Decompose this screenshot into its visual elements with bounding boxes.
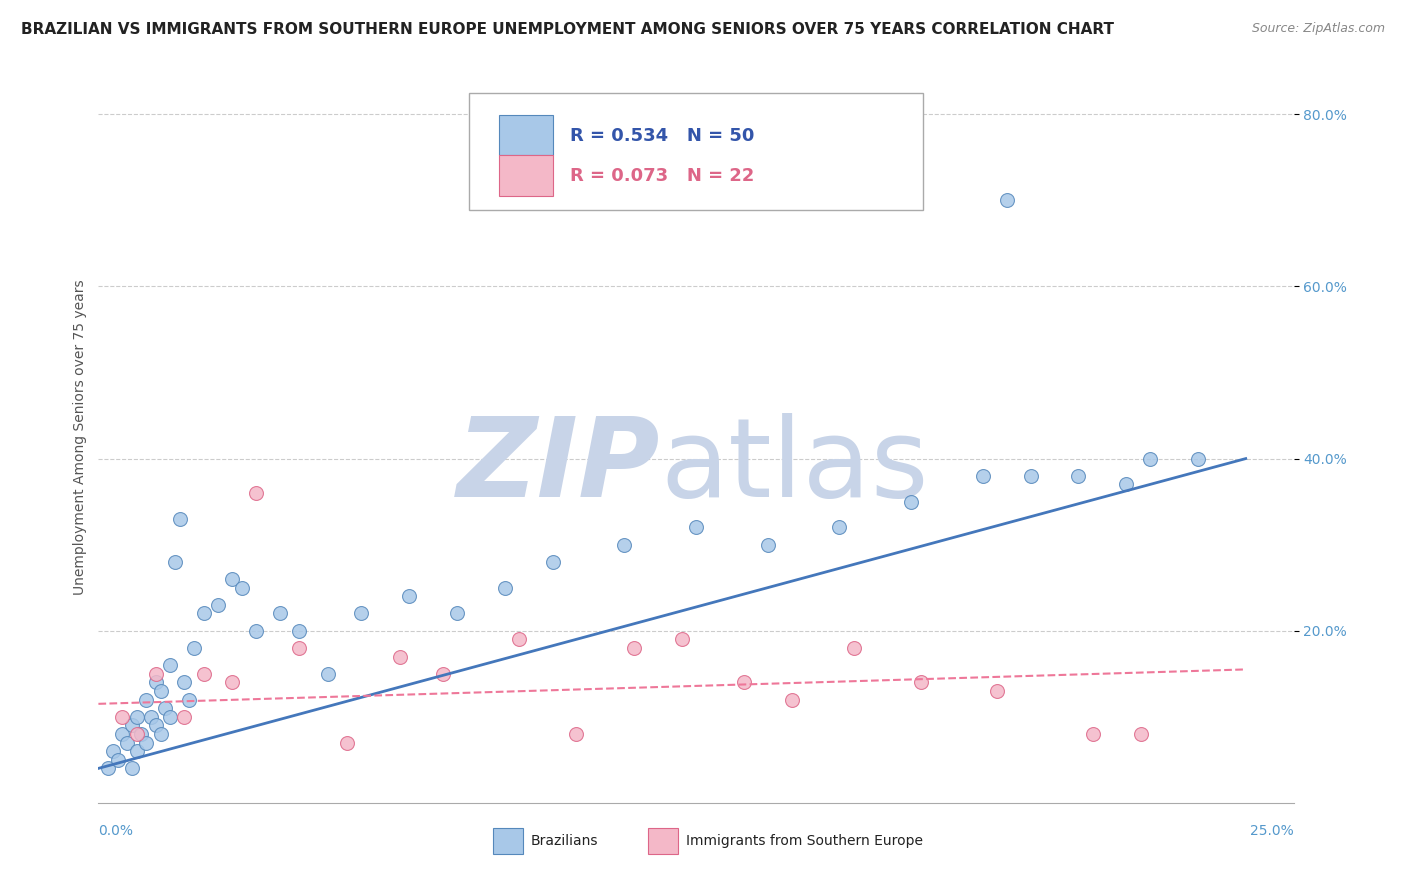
Text: Brazilians: Brazilians: [531, 834, 599, 847]
Point: [135, 692, 157, 706]
Point: [671, 632, 693, 647]
Point: [541, 555, 564, 569]
Point: [121, 761, 143, 775]
Point: [131, 727, 153, 741]
Point: [565, 727, 588, 741]
Point: [316, 666, 339, 681]
Point: [1129, 727, 1152, 741]
FancyBboxPatch shape: [494, 829, 523, 854]
Point: [1081, 727, 1104, 741]
Point: [159, 710, 181, 724]
Point: [388, 649, 411, 664]
Point: [145, 718, 167, 732]
Point: [288, 624, 311, 638]
Text: Immigrants from Southern Europe: Immigrants from Southern Europe: [686, 834, 924, 847]
Point: [111, 710, 134, 724]
Point: [139, 710, 162, 724]
Point: [107, 753, 129, 767]
Point: [432, 666, 454, 681]
Point: [828, 520, 851, 534]
Point: [173, 710, 195, 724]
Text: ZIP: ZIP: [457, 413, 661, 520]
Point: [288, 640, 311, 655]
Point: [1019, 468, 1042, 483]
Point: [1115, 477, 1137, 491]
Y-axis label: Unemployment Among Seniors over 75 years: Unemployment Among Seniors over 75 years: [73, 279, 87, 595]
Point: [336, 735, 359, 749]
Point: [145, 666, 167, 681]
Point: [159, 658, 181, 673]
Point: [97, 761, 120, 775]
FancyBboxPatch shape: [499, 155, 553, 195]
Point: [623, 640, 645, 655]
Point: [121, 718, 143, 732]
Point: [231, 581, 253, 595]
Text: Source: ZipAtlas.com: Source: ZipAtlas.com: [1251, 22, 1385, 36]
Point: [163, 555, 186, 569]
Point: [910, 675, 932, 690]
Point: [780, 692, 803, 706]
Point: [111, 727, 134, 741]
Point: [245, 486, 267, 500]
Point: [613, 538, 636, 552]
Point: [1139, 451, 1161, 466]
Point: [221, 572, 243, 586]
Point: [756, 538, 779, 552]
Point: [995, 194, 1018, 208]
Point: [149, 727, 172, 741]
FancyBboxPatch shape: [470, 94, 922, 211]
Point: [115, 735, 138, 749]
Point: [245, 624, 267, 638]
Point: [101, 744, 124, 758]
Text: R = 0.534   N = 50: R = 0.534 N = 50: [571, 127, 755, 145]
Point: [685, 520, 707, 534]
Point: [173, 675, 195, 690]
Point: [193, 607, 215, 621]
Point: [183, 640, 205, 655]
Point: [169, 512, 191, 526]
Point: [1187, 451, 1209, 466]
Point: [221, 675, 243, 690]
Point: [733, 675, 755, 690]
Point: [1067, 468, 1090, 483]
Point: [446, 607, 468, 621]
Point: [986, 684, 1008, 698]
Point: [193, 666, 215, 681]
Point: [135, 735, 157, 749]
Text: BRAZILIAN VS IMMIGRANTS FROM SOUTHERN EUROPE UNEMPLOYMENT AMONG SENIORS OVER 75 : BRAZILIAN VS IMMIGRANTS FROM SOUTHERN EU…: [21, 22, 1114, 37]
Text: atlas: atlas: [661, 413, 928, 520]
Point: [149, 684, 172, 698]
FancyBboxPatch shape: [499, 115, 553, 155]
Point: [269, 607, 291, 621]
Point: [398, 589, 420, 603]
Point: [972, 468, 994, 483]
Point: [494, 581, 516, 595]
Point: [125, 727, 148, 741]
Point: [842, 640, 865, 655]
Text: 0.0%: 0.0%: [98, 824, 134, 838]
FancyBboxPatch shape: [648, 829, 678, 854]
Point: [179, 692, 201, 706]
Point: [900, 494, 922, 508]
Point: [125, 710, 148, 724]
Point: [207, 598, 229, 612]
Point: [155, 701, 177, 715]
Point: [350, 607, 373, 621]
Point: [125, 744, 148, 758]
Text: 25.0%: 25.0%: [1250, 824, 1294, 838]
Text: R = 0.073   N = 22: R = 0.073 N = 22: [571, 167, 755, 185]
Point: [145, 675, 167, 690]
Point: [508, 632, 530, 647]
